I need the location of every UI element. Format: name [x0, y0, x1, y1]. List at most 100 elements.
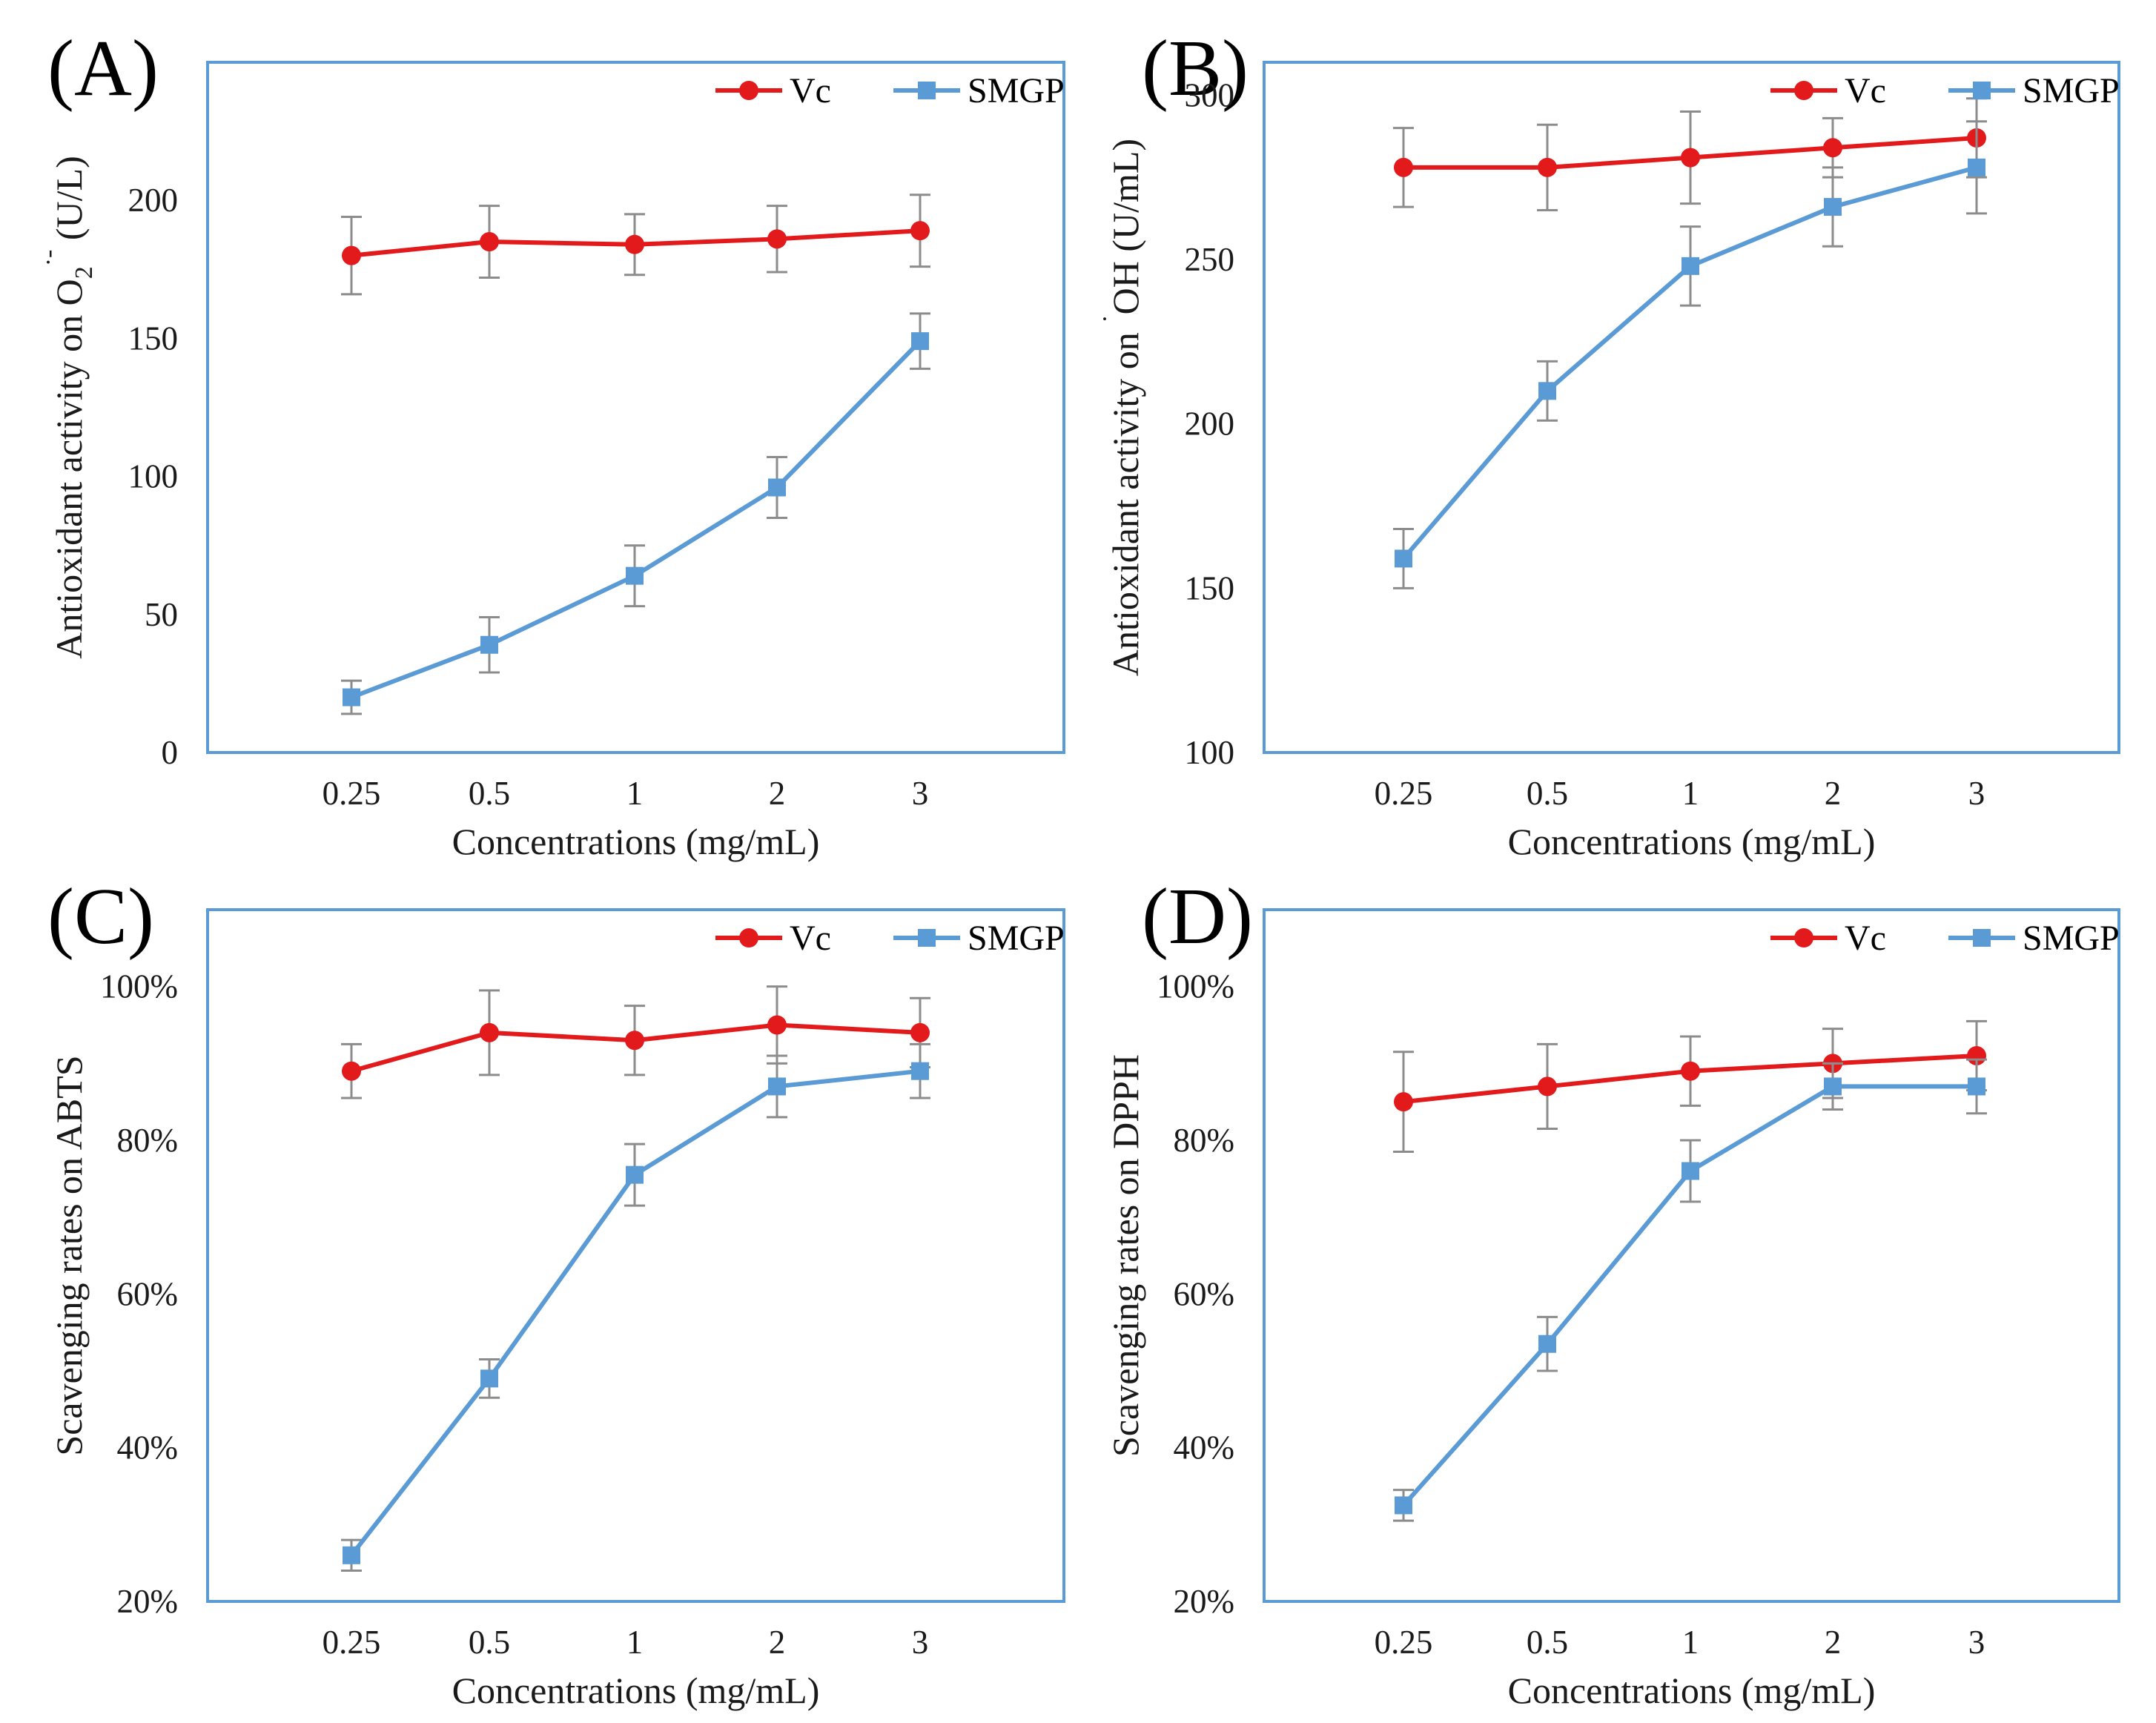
series-smgp [1393, 120, 1987, 589]
data-point [480, 232, 499, 252]
data-point [767, 1015, 787, 1035]
legend-label: SMGP [2023, 71, 2120, 110]
data-point [480, 635, 498, 654]
x-tick-label: 3 [912, 1624, 929, 1661]
data-point [1394, 1092, 1413, 1112]
x-tick-label: 0.25 [1375, 775, 1433, 812]
panel-letter: (D) [1142, 873, 1253, 961]
legend-label: SMGP [2023, 919, 2120, 958]
legend-marker [739, 81, 758, 100]
chart-panel-d: (D) 20% 40% 60% 80% 100% 0.25 0.5 1 2 3 Concentrati… [1105, 873, 2120, 1711]
chart-panel-b: (B) 100 150 200 250 300 0.25 0.5 1 2 3 Concentratio… [1091, 24, 2120, 862]
x-axis-title: Concentrations (mg/mL) [452, 1670, 820, 1711]
y-tick-label: 150 [128, 320, 179, 357]
legend-item-vc: Vc [1770, 71, 1886, 110]
y-tick-label: 40% [1174, 1429, 1235, 1466]
y-tick-label: 200 [128, 182, 179, 219]
legend-label: SMGP [968, 71, 1065, 110]
legend-item-smgp: SMGP [1948, 919, 2120, 958]
legend-marker [1794, 81, 1813, 100]
series-smgp [341, 1042, 930, 1572]
data-point [1538, 1077, 1557, 1097]
data-point [626, 566, 644, 585]
y-axis-title: Antioxidant activity on O2·- (U/L) [35, 156, 98, 658]
y-tick-label: 100 [128, 458, 179, 495]
x-tick-label: 0.25 [323, 1624, 381, 1661]
data-point [910, 221, 930, 241]
legend-label: Vc [790, 71, 831, 110]
chart-panel-c: (C) 20% 40% 60% 80% 100% 0.25 0.5 1 2 3 Concentrati… [47, 873, 1065, 1711]
legend-label: SMGP [968, 919, 1065, 958]
y-tick-label: 100% [100, 968, 178, 1005]
x-axis-title: Concentrations (mg/mL) [1508, 1670, 1876, 1711]
panel-letter: (A) [47, 24, 159, 113]
data-point [1538, 157, 1557, 177]
y-tick-label: 200 [1185, 406, 1235, 443]
x-tick-label: 0.5 [469, 775, 510, 812]
y-tick-label: 20% [1174, 1583, 1235, 1620]
series-vc [1393, 1019, 1987, 1154]
legend-item-smgp: SMGP [1948, 71, 2120, 110]
data-point [1538, 1335, 1556, 1353]
plot-frame [1263, 61, 2120, 754]
x-tick-label: 2 [1825, 1624, 1842, 1661]
legend-label: Vc [1845, 71, 1886, 110]
x-tick-label: 1 [1682, 1624, 1699, 1661]
y-tick-label: 100% [1157, 968, 1234, 1005]
series-smgp [341, 312, 930, 715]
legend: Vc SMGP [1770, 919, 2120, 958]
data-point [1681, 1061, 1700, 1081]
x-tick-label: 0.5 [1527, 775, 1568, 812]
legend-label: Vc [790, 919, 831, 958]
x-axis-title: Concentrations (mg/mL) [1508, 821, 1876, 862]
legend-label: Vc [1845, 919, 1886, 958]
data-point [910, 1022, 930, 1042]
data-point [1968, 158, 1985, 176]
series-line [350, 340, 922, 700]
y-tick-label: 0 [162, 734, 179, 771]
x-tick-label: 0.25 [323, 775, 381, 812]
data-point [1538, 382, 1556, 400]
x-tick-label: 0.25 [1375, 1624, 1433, 1661]
x-tick-label: 3 [912, 775, 929, 812]
x-tick-label: 1 [626, 775, 644, 812]
legend-item-vc: Vc [1770, 919, 1886, 958]
data-point [768, 1077, 786, 1096]
data-point [768, 478, 786, 497]
data-point [911, 332, 929, 351]
data-point [1681, 148, 1700, 168]
series-vc [341, 985, 930, 1099]
x-tick-label: 1 [1682, 775, 1699, 812]
x-tick-label: 2 [769, 1624, 786, 1661]
panel-letter: (B) [1142, 24, 1249, 113]
data-point [1823, 138, 1842, 158]
data-point [626, 1165, 644, 1184]
y-tick-label: 150 [1185, 569, 1235, 606]
x-tick-label: 2 [1825, 775, 1842, 812]
data-point [1824, 1077, 1842, 1096]
data-point [1968, 1077, 1985, 1096]
data-point [1682, 1162, 1699, 1180]
y-tick-label: 20% [117, 1583, 179, 1620]
data-point [342, 1061, 361, 1081]
data-point [1395, 1496, 1412, 1515]
series-vc [1393, 97, 1987, 211]
x-tick-label: 0.5 [469, 1624, 510, 1661]
x-axis-title: Concentrations (mg/mL) [452, 821, 820, 862]
data-point [480, 1022, 499, 1042]
y-tick-label: 300 [1185, 76, 1235, 113]
y-tick-label: 50 [145, 596, 178, 633]
x-tick-label: 1 [626, 1624, 644, 1661]
x-tick-label: 3 [1968, 1624, 1985, 1661]
legend-item-vc: Vc [715, 71, 831, 110]
legend-item-vc: Vc [715, 919, 831, 958]
y-axis-title: Scavenging rates on DPPH [1105, 1054, 1146, 1457]
y-axis-title: Scavenging rates on ABTS [48, 1055, 90, 1455]
chart-panel-a: (A) 0 50 100 150 200 0.25 0.5 1 2 3 Concentrations … [35, 24, 1065, 862]
legend: Vc SMGP [715, 919, 1065, 958]
series-smgp [1393, 1058, 1987, 1522]
plot-frame [206, 61, 1065, 754]
legend-marker [918, 82, 936, 99]
legend-marker [1973, 82, 1991, 99]
legend-marker [1794, 928, 1813, 948]
